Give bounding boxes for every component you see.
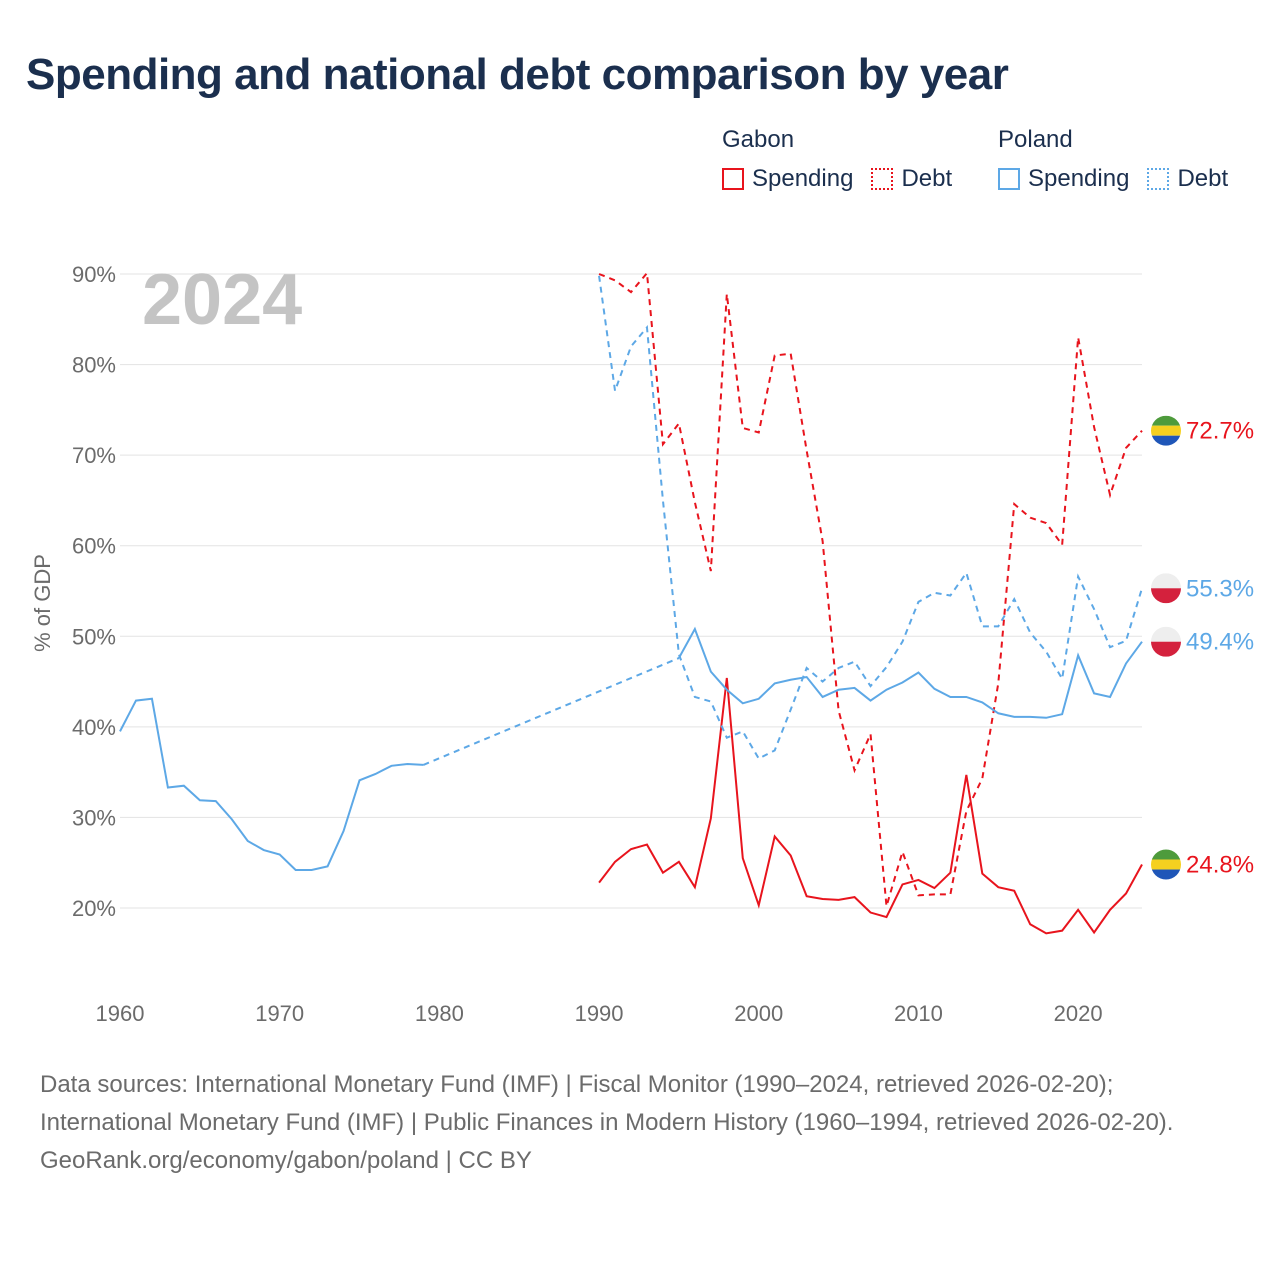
y-tick-label: 40% [72,715,116,740]
legend-poland: Poland Spending Debt [998,124,1228,193]
flag-stripe-red [1151,641,1181,657]
y-tick-label: 20% [72,896,116,921]
y-tick-label: 90% [72,262,116,287]
year-label: 2024 [142,260,302,340]
line-chart: 20% 30% 40% 50% 60% 70% 80% 90% 1960 1970 1980 1990… [30,260,1254,1026]
end-value-label: 24.8% [1186,852,1254,879]
x-tick-label: 1960 [96,1001,145,1026]
legend-poland-spending[interactable]: Spending [998,165,1129,193]
legend-group-title: Gabon [722,126,795,153]
legend-label: Spending [752,165,854,192]
x-tick-label: 2010 [894,1001,943,1026]
legend-swatch-dotted [1147,168,1170,190]
flag-stripe-red [1151,588,1181,604]
footer: Data sources: International Monetary Fun… [40,1066,1240,1180]
x-tick-label: 2000 [734,1001,783,1026]
chart-title: Spending and national debt comparison by… [26,50,1009,99]
y-tick-label: 70% [72,443,116,468]
y-axis-title: % of GDP [30,554,55,652]
legend-swatch-solid [722,168,744,190]
flag-stripe-yellow [1151,859,1181,870]
gabon-flag-icon [1151,415,1181,446]
legend-swatch-dotted [871,168,894,190]
poland-debt-line [598,275,1143,760]
flag-stripe-yellow [1151,425,1181,436]
legend-poland-debt[interactable]: Debt [1147,165,1228,193]
gabon-flag-icon [1151,849,1181,880]
gabon-debt-line [598,270,1143,907]
y-tick-label: 80% [72,353,116,378]
legend-gabon: Gabon Spending Debt [722,124,952,193]
y-tick-label: 60% [72,534,116,559]
flag-stripe-green [1151,415,1181,426]
legend-swatch-solid [998,168,1020,190]
poland-spending-line [678,626,1143,719]
legend-label: Spending [1028,165,1130,192]
x-tick-label: 1980 [415,1001,464,1026]
poland-spending-gap-line [423,657,680,766]
y-tick-label: 30% [72,805,116,830]
legend-gabon-spending[interactable]: Spending [722,165,853,193]
y-tick-label: 50% [72,624,116,649]
flag-stripe-white [1151,626,1181,642]
poland-spending-line [119,697,424,871]
end-value-label: 55.3% [1186,575,1254,602]
x-tick-label: 2020 [1054,1001,1103,1026]
flag-stripe-blue [1151,869,1181,880]
flag-stripe-green [1151,849,1181,860]
gabon-spending-line [598,677,1143,935]
flag-stripe-white [1151,573,1181,589]
x-tick-label: 1990 [575,1001,624,1026]
attribution-link[interactable]: GeoRank.org/economy/gabon/poland | CC BY [40,1147,532,1174]
poland-flag-icon [1151,573,1181,604]
legend-gabon-debt[interactable]: Debt [871,165,952,193]
data-sources: Data sources: International Monetary Fun… [40,1071,1174,1136]
end-value-label: 49.4% [1186,629,1254,656]
legend-label: Debt [1177,165,1229,192]
poland-flag-icon [1151,626,1181,657]
legend-group-title: Poland [998,126,1073,153]
flag-stripe-blue [1151,435,1181,446]
end-value-label: 72.7% [1186,418,1254,445]
x-tick-label: 1970 [255,1001,304,1026]
legend-label: Debt [901,165,953,192]
